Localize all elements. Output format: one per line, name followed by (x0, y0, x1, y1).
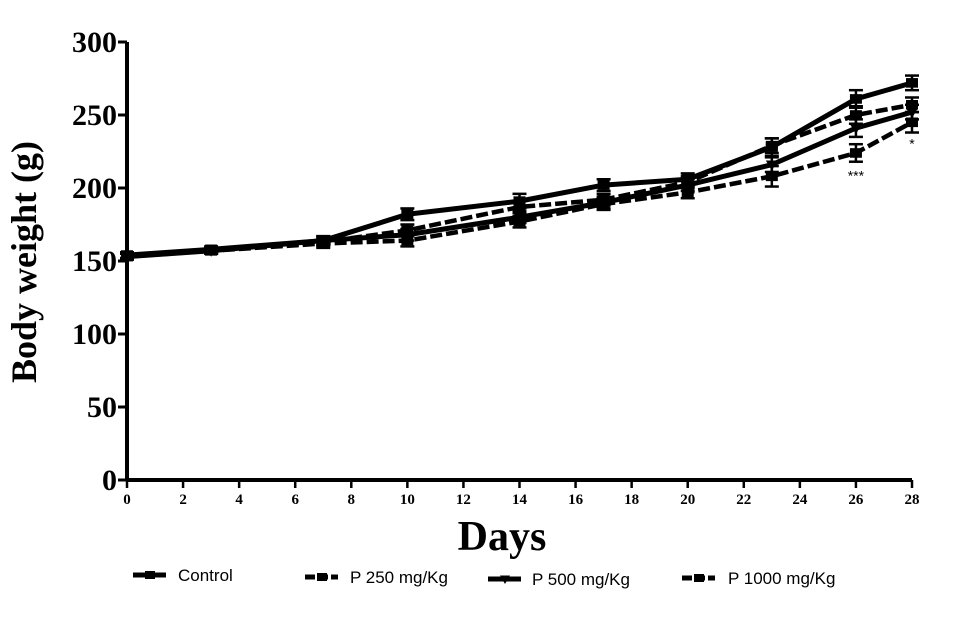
y-tick-label: 100 (72, 318, 117, 351)
legend-label: P 500 mg/Kg (532, 570, 630, 589)
x-tick-label: 8 (348, 492, 356, 508)
data-point (205, 245, 218, 256)
x-tick-label: 12 (456, 492, 471, 508)
y-tick-label: 150 (72, 245, 117, 278)
legend: Control P 250 mg/Kg P 500 mg/Kg P 1000 mg/K… (133, 566, 835, 589)
x-tick-label: 4 (235, 492, 243, 508)
data-point (513, 202, 526, 212)
legend-swatch-marker (500, 575, 510, 584)
data-point (681, 187, 694, 198)
series-3 (120, 103, 919, 263)
legend-item-4: P 1000 mg/Kg (682, 569, 835, 588)
y-tick-label: 300 (72, 26, 117, 59)
legend-label: Control (178, 566, 233, 585)
data-point (906, 78, 918, 88)
legend-swatch-marker (694, 574, 704, 582)
y-axis-label: Body weight (g) (4, 141, 44, 383)
data-point (597, 180, 610, 190)
y-tick-label: 50 (87, 391, 117, 424)
data-point (849, 123, 862, 135)
legend-label: P 250 mg/Kg (350, 568, 448, 587)
y-tick-label: 200 (72, 172, 117, 205)
x-tick-label: 14 (512, 492, 528, 508)
x-tick-label: 22 (736, 492, 751, 508)
x-tick-label: 6 (291, 492, 299, 508)
x-axis-label: Days (458, 514, 547, 560)
x-tick-label: 2 (179, 492, 187, 508)
series-line (126, 120, 914, 258)
x-tick-label: 28 (905, 492, 920, 508)
legend-swatch-marker (145, 571, 155, 579)
data-point (597, 199, 610, 209)
significance-annotation: * (909, 135, 915, 151)
data-point (765, 140, 778, 151)
y-tick-label: 0 (102, 464, 117, 497)
x-tick-label: 18 (624, 492, 639, 508)
legend-swatch-marker (317, 573, 327, 581)
series-4 (120, 110, 919, 260)
x-tick-label: 26 (848, 492, 864, 508)
data-point (121, 250, 133, 260)
legend-item-2: P 250 mg/Kg (305, 568, 448, 587)
x-tick-label: 16 (568, 492, 584, 508)
legend-label: P 1000 mg/Kg (728, 569, 835, 588)
data-point (906, 117, 918, 128)
x-tick-label: 0 (123, 492, 131, 508)
series-line (126, 109, 913, 260)
data-point (849, 94, 862, 104)
series-line (126, 102, 913, 259)
legend-item-1: Control (133, 566, 233, 585)
data-point (849, 148, 862, 158)
significance-annotation: *** (848, 167, 865, 183)
data-point (849, 110, 862, 120)
annotation-layer: **** (848, 135, 916, 183)
y-tick-label: 250 (72, 99, 117, 132)
data-point (513, 216, 526, 227)
data-point (317, 238, 330, 249)
x-tick-label: 20 (680, 492, 695, 508)
data-point (401, 235, 414, 246)
x-tick-label: 24 (792, 492, 808, 508)
data-point (401, 209, 414, 220)
series-2 (120, 96, 919, 262)
series-layer (120, 74, 919, 263)
data-point (765, 171, 778, 182)
legend-item-3: P 500 mg/Kg (488, 570, 630, 589)
x-tick-label: 10 (400, 492, 415, 508)
